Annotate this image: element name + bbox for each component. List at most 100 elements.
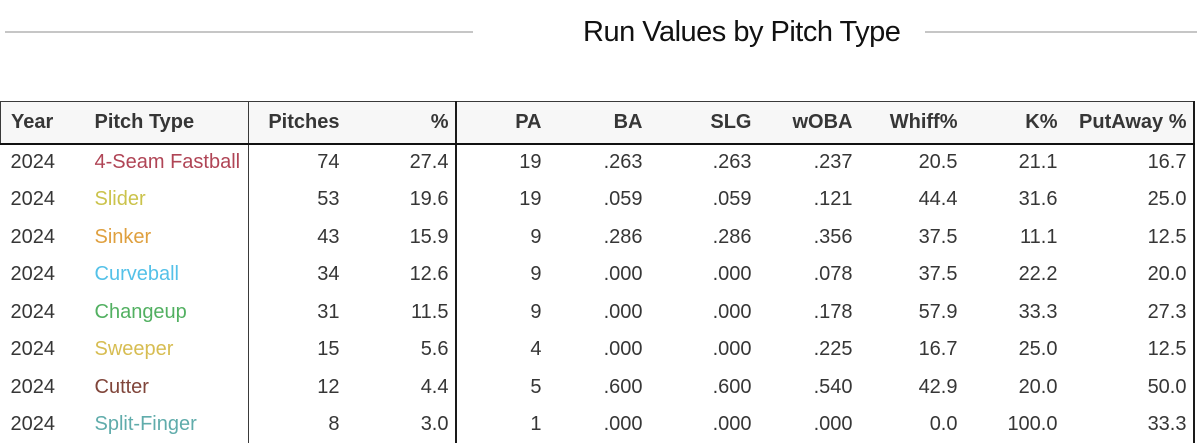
- cell-pitches: 74: [248, 143, 346, 181]
- cell-pitch-type: Sinker: [94, 225, 152, 248]
- cell-pct: 19.6: [409, 188, 449, 211]
- divider-line-right: [925, 31, 1197, 33]
- cell-k-pct: 31.6: [1018, 188, 1058, 211]
- table-row-changeup: 2024 Changeup 31 11.5 9 .000 .000 .178 5…: [1, 293, 1195, 331]
- cell-ba: .000: [603, 263, 643, 286]
- cell-whiff-pct: 0.0: [929, 413, 958, 436]
- cell-pitches: 43: [248, 218, 346, 256]
- cell-woba: .121: [813, 188, 853, 211]
- cell-pitches: 12: [248, 368, 346, 406]
- cell-pitch-type: Cutter: [94, 375, 149, 398]
- cell-year: 2024: [10, 263, 56, 286]
- cell-whiff-pct: 37.5: [918, 225, 958, 248]
- table-row-sweeper: 2024 Sweeper 15 5.6 4 .000 .000 .225 16.…: [1, 331, 1195, 369]
- cell-pct: 27.4: [409, 151, 449, 174]
- cell-year: 2024: [10, 375, 56, 398]
- divider-line-left: [5, 31, 473, 33]
- cell-ba: .000: [603, 338, 643, 361]
- cell-pitches: 31: [248, 293, 346, 331]
- cell-pitches: 15: [248, 331, 346, 369]
- cell-whiff-pct: 44.4: [918, 188, 958, 211]
- col-header-slg[interactable]: SLG: [648, 101, 758, 145]
- cell-putaway-pct: 16.7: [1063, 143, 1195, 181]
- col-header-pitch-type[interactable]: Pitch Type: [93, 101, 249, 145]
- cell-pitches: 53: [248, 181, 346, 219]
- col-header-ba[interactable]: BA: [547, 101, 649, 145]
- cell-whiff-pct: 16.7: [918, 338, 958, 361]
- cell-year: 2024: [10, 151, 56, 174]
- cell-woba: .225: [813, 338, 853, 361]
- cell-putaway-pct: 33.3: [1063, 406, 1195, 443]
- cell-slg: .600: [712, 375, 752, 398]
- table-row-split-finger: 2024 Split-Finger 8 3.0 1 .000 .000 .000…: [1, 406, 1195, 443]
- cell-slg: .286: [712, 225, 752, 248]
- cell-k-pct: 20.0: [1018, 375, 1058, 398]
- cell-ba: .000: [603, 413, 643, 436]
- cell-whiff-pct: 42.9: [918, 375, 958, 398]
- cell-year: 2024: [10, 413, 56, 436]
- cell-putaway-pct: 12.5: [1063, 331, 1195, 369]
- cell-woba: .000: [813, 413, 853, 436]
- cell-putaway-pct: 20.0: [1063, 256, 1195, 294]
- cell-ba: .059: [603, 188, 643, 211]
- cell-ba: .600: [603, 375, 643, 398]
- col-header-year[interactable]: Year: [0, 101, 94, 145]
- cell-pa: 5: [454, 368, 548, 406]
- cell-slg: .000: [712, 300, 752, 323]
- cell-pitch-type: Sweeper: [94, 338, 174, 361]
- cell-woba: .078: [813, 263, 853, 286]
- cell-woba: .237: [813, 151, 853, 174]
- cell-pa: 9: [454, 256, 548, 294]
- cell-pct: 5.6: [420, 338, 449, 361]
- cell-pitches: 34: [248, 256, 346, 294]
- cell-pct: 12.6: [409, 263, 449, 286]
- col-header-whiff-pct[interactable]: Whiff%: [858, 101, 964, 145]
- cell-slg: .000: [712, 338, 752, 361]
- col-header-pa[interactable]: PA: [454, 101, 548, 145]
- cell-putaway-pct: 27.3: [1063, 293, 1195, 331]
- cell-pa: 9: [454, 218, 548, 256]
- cell-slg: .263: [712, 151, 752, 174]
- cell-pa: 1: [454, 406, 548, 443]
- cell-k-pct: 11.1: [1020, 225, 1058, 248]
- cell-pct: 4.4: [420, 375, 449, 398]
- cell-ba: .263: [603, 151, 643, 174]
- cell-year: 2024: [10, 338, 56, 361]
- table-header-row: Year Pitch Type Pitches % PA BA SLG wOBA…: [0, 101, 1195, 145]
- cell-k-pct: 22.2: [1018, 263, 1058, 286]
- cell-pitch-type: 4-Seam Fastball: [94, 151, 241, 174]
- cell-k-pct: 21.1: [1018, 151, 1058, 174]
- cell-pa: 19: [454, 181, 548, 219]
- run-values-table: Year Pitch Type Pitches % PA BA SLG wOBA…: [0, 101, 1195, 443]
- page-title: Run Values by Pitch Type: [583, 15, 901, 48]
- cell-ba: .286: [603, 225, 643, 248]
- cell-pa: 9: [454, 293, 548, 331]
- col-header-k-pct[interactable]: K%: [963, 101, 1064, 145]
- cell-whiff-pct: 20.5: [918, 151, 958, 174]
- cell-year: 2024: [10, 300, 56, 323]
- cell-putaway-pct: 50.0: [1063, 368, 1195, 406]
- col-header-woba[interactable]: wOBA: [757, 101, 859, 145]
- cell-woba: .540: [813, 375, 853, 398]
- cell-pitch-type: Changeup: [94, 300, 187, 323]
- cell-pct: 11.5: [411, 300, 449, 323]
- cell-slg: .000: [712, 263, 752, 286]
- col-header-pct[interactable]: %: [345, 101, 456, 145]
- table-body: 2024 4-Seam Fastball 74 27.4 19 .263 .26…: [1, 143, 1195, 443]
- cell-pa: 4: [454, 331, 548, 369]
- table-row-4-seam-fastball: 2024 4-Seam Fastball 74 27.4 19 .263 .26…: [1, 143, 1195, 181]
- cell-pct: 15.9: [409, 225, 449, 248]
- cell-slg: .000: [712, 413, 752, 436]
- table-row-cutter: 2024 Cutter 12 4.4 5 .600 .600 .540 42.9…: [1, 368, 1195, 406]
- col-header-putaway-pct[interactable]: PutAway %: [1063, 101, 1195, 145]
- cell-putaway-pct: 12.5: [1063, 218, 1195, 256]
- table-row-curveball: 2024 Curveball 34 12.6 9 .000 .000 .078 …: [1, 256, 1195, 294]
- cell-whiff-pct: 37.5: [918, 263, 958, 286]
- cell-pitches: 8: [248, 406, 346, 443]
- cell-k-pct: 33.3: [1018, 300, 1058, 323]
- cell-slg: .059: [712, 188, 752, 211]
- cell-pitch-type: Split-Finger: [94, 413, 197, 436]
- col-header-pitches[interactable]: Pitches: [248, 101, 346, 145]
- cell-pct: 3.0: [420, 413, 449, 436]
